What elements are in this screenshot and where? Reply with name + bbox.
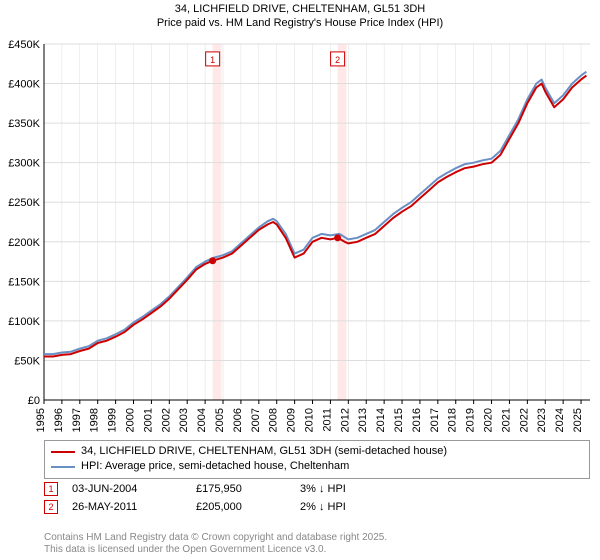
svg-text:£50K: £50K — [14, 355, 40, 367]
svg-text:2012: 2012 — [339, 408, 351, 432]
footer-line-1: Contains HM Land Registry data © Crown c… — [44, 532, 387, 544]
sale-date: 26-MAY-2011 — [72, 501, 182, 513]
svg-text:2000: 2000 — [125, 408, 137, 432]
footer-attribution: Contains HM Land Registry data © Crown c… — [44, 532, 387, 556]
svg-text:2003: 2003 — [178, 408, 190, 432]
svg-text:2001: 2001 — [142, 408, 154, 432]
svg-text:2010: 2010 — [304, 408, 316, 432]
svg-text:2018: 2018 — [447, 408, 459, 432]
svg-text:1996: 1996 — [53, 408, 65, 432]
svg-text:£300K: £300K — [8, 158, 40, 170]
legend-swatch — [51, 451, 75, 453]
svg-text:2023: 2023 — [536, 408, 548, 432]
svg-text:£150K: £150K — [8, 276, 40, 288]
svg-text:2014: 2014 — [375, 408, 387, 432]
svg-text:2: 2 — [335, 55, 340, 65]
svg-text:£350K: £350K — [8, 118, 40, 130]
chart-title: 34, LICHFIELD DRIVE, CHELTENHAM, GL51 3D… — [0, 0, 600, 31]
svg-text:2021: 2021 — [500, 408, 512, 432]
svg-text:2024: 2024 — [554, 408, 566, 432]
svg-text:1998: 1998 — [89, 408, 101, 432]
svg-text:£450K: £450K — [8, 39, 40, 51]
sales-table: 1 03-JUN-2004 £175,950 3% ↓ HPI 2 26-MAY… — [44, 480, 590, 516]
svg-text:2019: 2019 — [465, 408, 477, 432]
sale-date: 03-JUN-2004 — [72, 483, 182, 495]
title-line-2: Price paid vs. HM Land Registry's House … — [0, 16, 600, 30]
sale-delta: 3% ↓ HPI — [300, 483, 380, 495]
svg-text:2008: 2008 — [268, 408, 280, 432]
svg-text:1: 1 — [210, 55, 215, 65]
sale-delta: 2% ↓ HPI — [300, 501, 380, 513]
svg-text:1999: 1999 — [107, 408, 119, 432]
table-row: 2 26-MAY-2011 £205,000 2% ↓ HPI — [44, 498, 590, 516]
svg-text:2009: 2009 — [286, 408, 298, 432]
svg-text:2022: 2022 — [518, 408, 530, 432]
sale-price: £205,000 — [196, 501, 286, 513]
footer-line-2: This data is licensed under the Open Gov… — [44, 544, 387, 556]
svg-text:£250K: £250K — [8, 197, 40, 209]
svg-text:£0: £0 — [28, 395, 40, 407]
svg-text:2006: 2006 — [232, 408, 244, 432]
svg-text:2011: 2011 — [321, 408, 333, 432]
svg-text:1997: 1997 — [71, 408, 83, 432]
chart-svg: £0£50K£100K£150K£200K£250K£300K£350K£400… — [44, 40, 590, 430]
svg-text:£100K: £100K — [8, 316, 40, 328]
sale-marker-icon: 1 — [44, 482, 58, 496]
table-row: 1 03-JUN-2004 £175,950 3% ↓ HPI — [44, 480, 590, 498]
sale-marker-icon: 2 — [44, 500, 58, 514]
svg-text:£200K: £200K — [8, 237, 40, 249]
svg-text:2020: 2020 — [483, 408, 495, 432]
svg-text:2025: 2025 — [572, 408, 584, 432]
title-line-1: 34, LICHFIELD DRIVE, CHELTENHAM, GL51 3D… — [0, 2, 600, 16]
legend-item: HPI: Average price, semi-detached house,… — [51, 459, 583, 474]
svg-text:2002: 2002 — [160, 408, 172, 432]
legend-item: 34, LICHFIELD DRIVE, CHELTENHAM, GL51 3D… — [51, 444, 583, 459]
svg-text:2017: 2017 — [429, 408, 441, 432]
svg-text:2007: 2007 — [250, 408, 262, 432]
legend-label: 34, LICHFIELD DRIVE, CHELTENHAM, GL51 3D… — [81, 444, 447, 459]
svg-text:2013: 2013 — [357, 408, 369, 432]
svg-text:2015: 2015 — [393, 408, 405, 432]
svg-text:1995: 1995 — [35, 408, 47, 432]
svg-text:2004: 2004 — [196, 408, 208, 432]
sale-price: £175,950 — [196, 483, 286, 495]
legend: 34, LICHFIELD DRIVE, CHELTENHAM, GL51 3D… — [44, 440, 590, 479]
legend-swatch — [51, 466, 75, 468]
svg-text:2016: 2016 — [411, 408, 423, 432]
svg-text:2005: 2005 — [214, 408, 226, 432]
legend-label: HPI: Average price, semi-detached house,… — [81, 459, 349, 474]
price-chart: £0£50K£100K£150K£200K£250K£300K£350K£400… — [44, 40, 590, 430]
svg-text:£400K: £400K — [8, 79, 40, 91]
